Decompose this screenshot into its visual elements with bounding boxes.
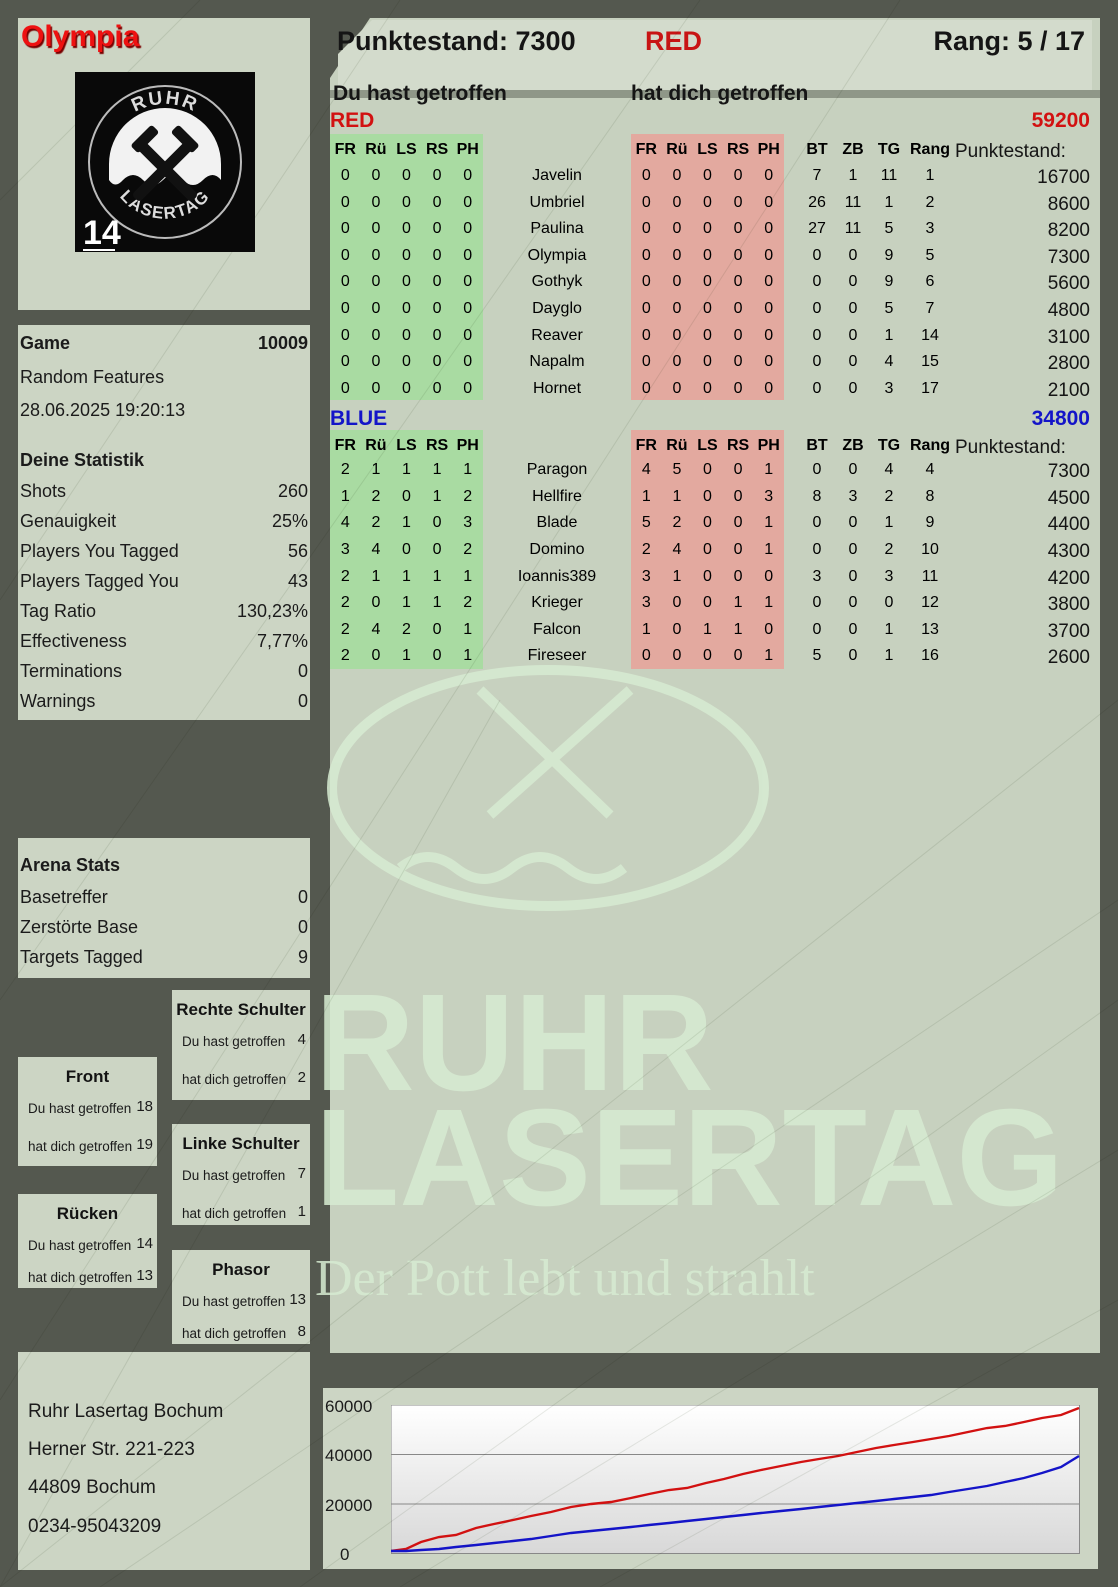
svg-text:LASERTAG: LASERTAG [116,186,213,223]
svg-text:14: 14 [83,214,121,252]
